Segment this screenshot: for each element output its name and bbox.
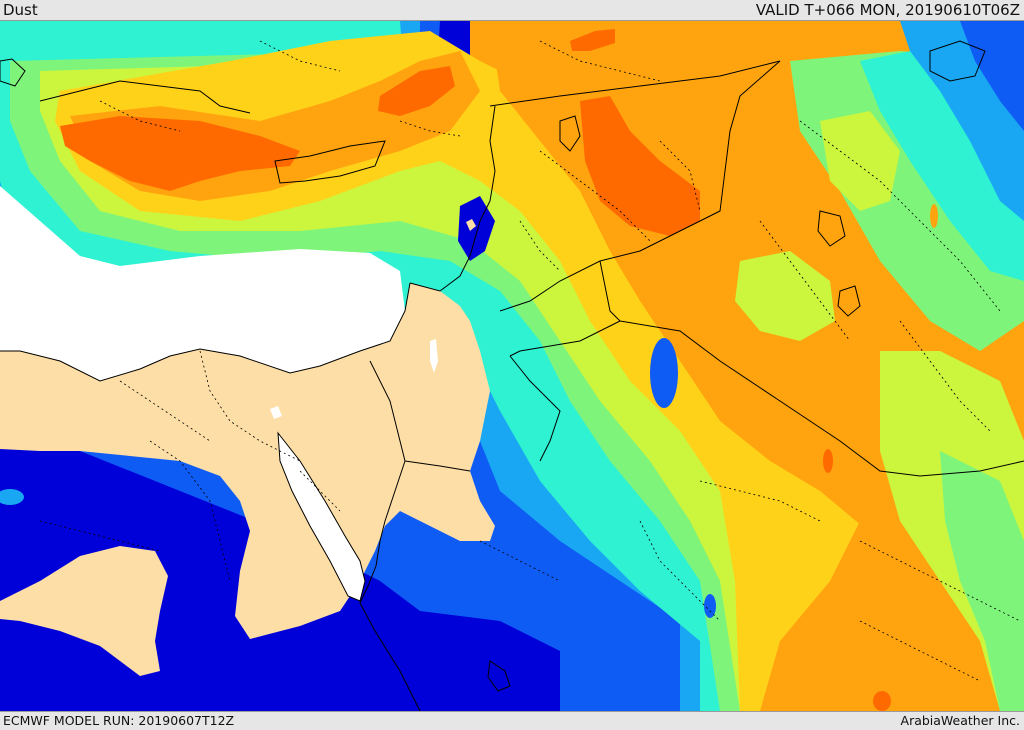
level-6-field	[40, 61, 780, 711]
level-9-north	[378, 66, 455, 116]
level-2-ne	[960, 21, 1024, 131]
level-1-levant	[458, 196, 495, 261]
red-sea-gulf-suez	[278, 433, 365, 601]
level-5-east	[940, 451, 1024, 711]
valid-time: VALID T+066 MON, 20190610T06Z	[755, 1, 1020, 19]
level-7-field	[55, 31, 880, 711]
level-9-spot	[823, 449, 833, 473]
dead-sea	[430, 339, 438, 373]
footer-bar: ECMWF MODEL RUN: 20190607T12Z ArabiaWeat…	[0, 711, 1024, 730]
map-title: Dust	[3, 1, 38, 19]
level-2-iraq-pocket	[650, 338, 678, 408]
level-6-center	[735, 251, 835, 341]
dust-map[interactable]	[0, 21, 1024, 711]
level-9-iraq	[580, 96, 700, 236]
level-3-west-pocket	[0, 489, 24, 505]
lake-nasser	[270, 406, 282, 419]
credit-label: ArabiaWeather Inc.	[900, 713, 1020, 728]
header-bar: Dust VALID T+066 MON, 20190610T06Z	[0, 0, 1024, 21]
level-9-west	[60, 116, 300, 191]
model-run: ECMWF MODEL RUN: 20190607T12Z	[3, 713, 235, 728]
level-9-top	[570, 29, 615, 51]
mediterranean-sea	[0, 186, 405, 381]
level-2-saudi-pocket	[704, 594, 716, 618]
tiny-land-spot	[466, 219, 476, 231]
level-8-spot	[930, 204, 938, 228]
country-borders	[369, 60, 1024, 477]
internal-boundaries	[39, 40, 1021, 682]
level-9-spot-south	[873, 691, 891, 711]
egypt-sinai-land	[0, 283, 495, 639]
level-6-nw-east	[820, 111, 900, 211]
sudan-land	[0, 546, 168, 676]
coastlines	[0, 40, 986, 711]
